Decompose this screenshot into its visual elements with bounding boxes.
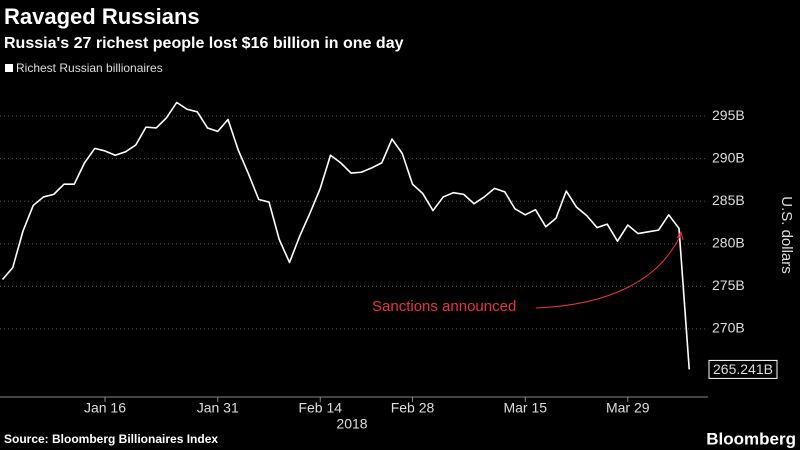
chart-subtitle: Russia's 27 richest people lost $16 bill… [4,35,404,52]
source: Source: Bloomberg Billionaires Index [4,432,218,446]
x-tick-label: Feb 28 [391,400,435,416]
annotation: Sanctions announced [372,298,516,315]
x-axis-label: 2018 [336,416,367,432]
brand: Bloomberg [706,429,796,448]
x-tick-label: Jan 31 [197,400,239,416]
chart-title: Ravaged Russians [4,4,200,29]
annotation-arrow [535,233,682,309]
y-axis-label: U.S. dollars [778,196,795,274]
data-line [1,101,691,370]
y-tick-label: 270B [712,320,745,336]
y-tick-label: 275B [712,277,745,293]
y-tick-label: 285B [712,192,745,208]
annotation-arrowhead [676,230,684,241]
value-label: 265.241B [713,361,773,377]
x-tick-label: Feb 14 [298,400,342,416]
x-tick-label: Jan 16 [84,400,126,416]
legend-label: Richest Russian billionaires [16,61,163,75]
x-tick-label: Mar 15 [503,400,547,416]
value-label-box [708,359,778,379]
x-tick-label: Mar 29 [606,400,650,416]
y-tick-label: 290B [712,149,745,165]
y-tick-label: 280B [712,234,745,250]
y-tick-label: 295B [712,107,745,123]
legend-swatch [5,64,13,72]
